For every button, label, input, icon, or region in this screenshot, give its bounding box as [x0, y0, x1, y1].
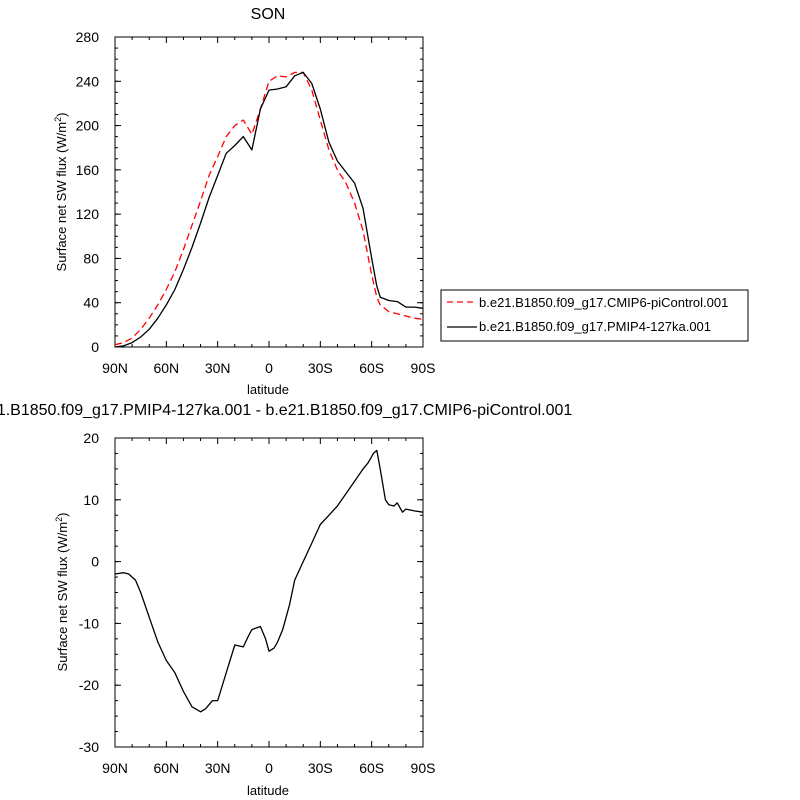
top-chart-ylabel: Surface net SW flux (W/m2): [53, 113, 69, 272]
top-chart-y-tick-label: 160: [76, 162, 100, 178]
top-chart-x-tick-label: 0: [265, 360, 273, 376]
bottom-chart-x-tick-label: 0: [265, 760, 273, 776]
bottom-chart-y-tick-label: 20: [83, 430, 99, 446]
top-chart-y-tick-label: 200: [76, 118, 100, 134]
bottom-chart-xlabel: latitude: [247, 783, 289, 798]
top-chart-y-tick-label: 240: [76, 73, 100, 89]
legend-label-127ka: b.e21.B1850.f09_g17.PMIP4-127ka.001: [479, 319, 711, 334]
top-chart-panel: SON 90N 60N 30N 0 30S 60S 90S 0 40 80 120 160 200 240…: [53, 6, 749, 397]
top-chart-series: [114, 71, 424, 348]
bottom-chart-ylabel: Surface net SW flux (W/m2): [54, 513, 70, 672]
top-chart-x-tick-label: 30S: [308, 360, 333, 376]
bottom-chart-panel: b.e21.B1850.f09_g17.PMIP4-127ka.001 - b.…: [0, 402, 572, 798]
bottom-chart-ticks: 90N 60N 30N 0 30S 60S 90S -30 -20 -10 0 10 20: [79, 430, 436, 776]
top-chart-x-tick-label: 90S: [411, 360, 436, 376]
bottom-chart-y-tick-label: 0: [91, 554, 99, 570]
legend-label-piControl: b.e21.B1850.f09_g17.CMIP6-piControl.001: [479, 295, 728, 310]
top-chart-x-tick-label: 60S: [359, 360, 384, 376]
top-chart-x-tick-label: 90N: [102, 360, 128, 376]
bottom-chart-title: b.e21.B1850.f09_g17.PMIP4-127ka.001 - b.…: [0, 402, 572, 419]
top-chart-series-line-0: [114, 71, 424, 346]
bottom-chart-series-line-0: [114, 449, 424, 713]
bottom-chart-x-tick-label: 90N: [102, 760, 128, 776]
top-chart-frame: [114, 36, 424, 348]
top-chart-legend: b.e21.B1850.f09_g17.CMIP6-piControl.001 …: [440, 289, 749, 342]
top-chart-y-tick-label: 280: [76, 29, 100, 45]
top-chart-y-tick-label: 40: [83, 295, 99, 311]
bottom-chart-frame: [114, 437, 424, 748]
top-chart-y-tick-label: 120: [76, 206, 100, 222]
bottom-chart-x-tick-label: 60S: [359, 760, 384, 776]
top-chart-ticks: 90N 60N 30N 0 30S 60S 90S 0 40 80 120 160 200 240 280: [76, 29, 436, 376]
bottom-chart-x-tick-label: 90S: [411, 760, 436, 776]
bottom-chart-y-tick-label: -20: [79, 677, 99, 693]
top-chart-y-tick-label: 80: [83, 250, 99, 266]
legend-box: [440, 289, 749, 342]
bottom-chart-x-tick-label: 30S: [308, 760, 333, 776]
top-chart-title: SON: [251, 6, 286, 23]
top-chart-x-tick-label: 30N: [205, 360, 231, 376]
top-chart-series-line-1: [114, 71, 424, 348]
bottom-chart-y-tick-label: -10: [79, 615, 99, 631]
bottom-chart-x-tick-label: 60N: [153, 760, 179, 776]
bottom-chart-y-tick-label: 10: [83, 492, 99, 508]
bottom-chart-series: [114, 449, 424, 713]
top-chart-y-tick-label: 0: [91, 339, 99, 355]
top-chart-xlabel: latitude: [247, 382, 289, 397]
bottom-chart-y-tick-label: -30: [79, 739, 99, 755]
top-chart-x-tick-label: 60N: [153, 360, 179, 376]
bottom-chart-x-tick-label: 30N: [205, 760, 231, 776]
